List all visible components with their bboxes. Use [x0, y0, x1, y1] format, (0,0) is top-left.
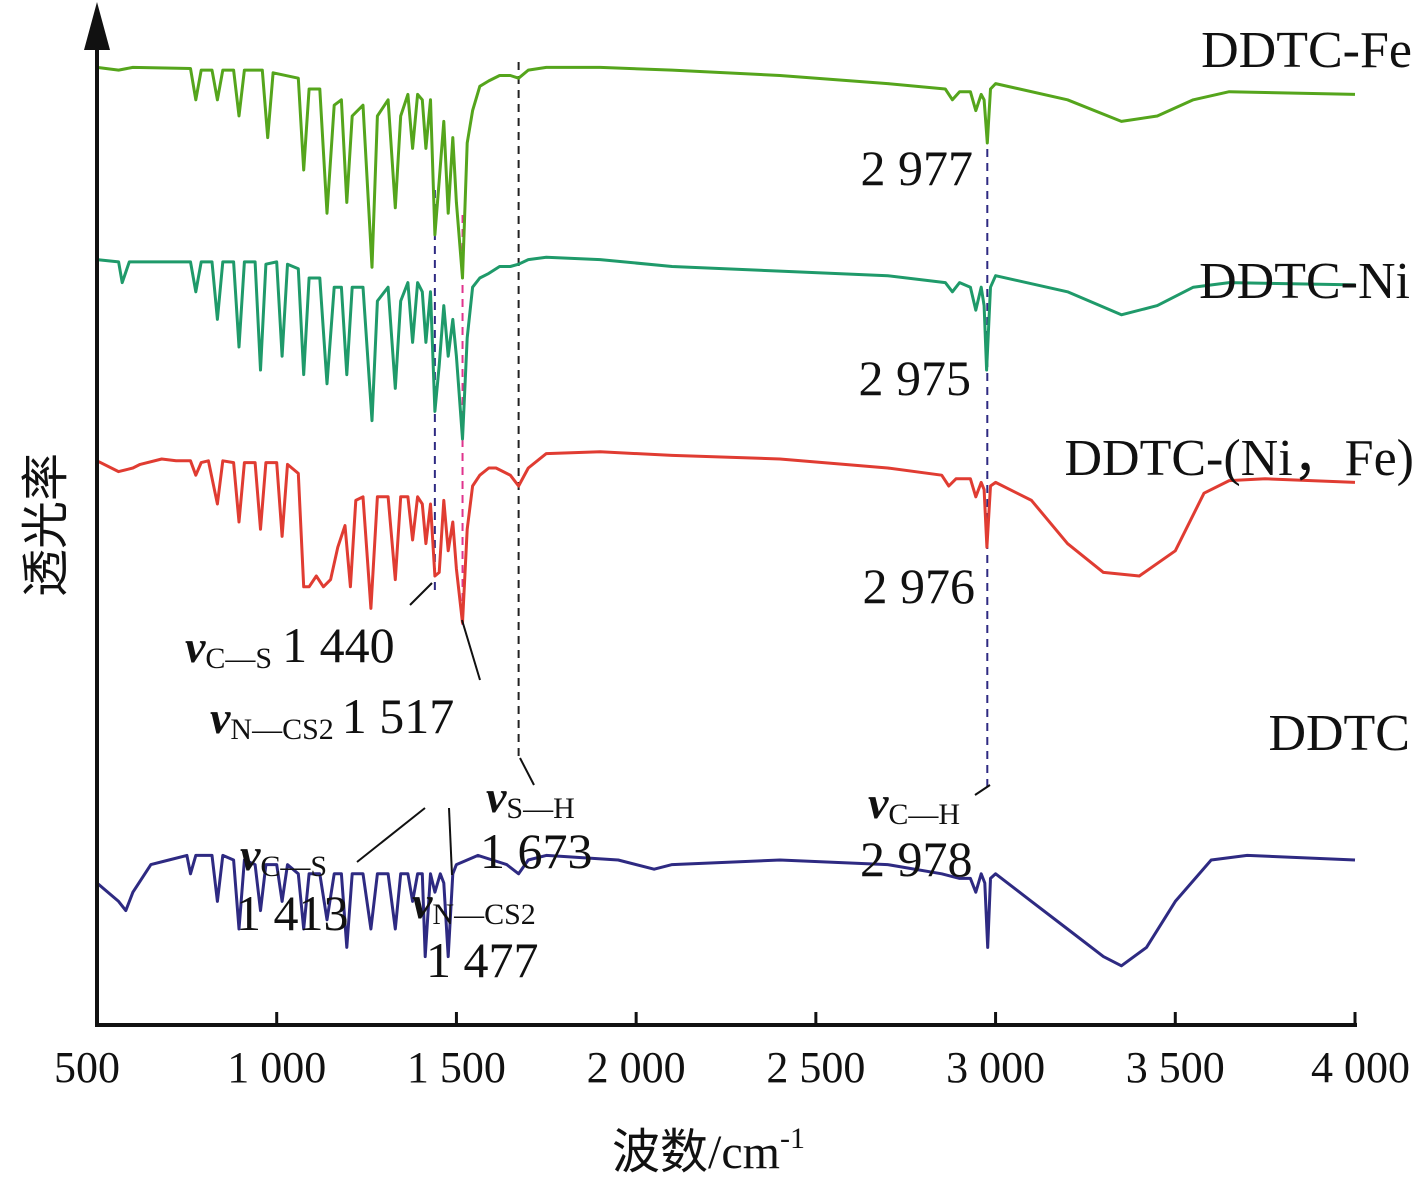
- x-tick-label-500: 500: [54, 1043, 120, 1092]
- leader-1673: [519, 757, 535, 786]
- series-line-ddtc-fe: [96, 65, 1356, 280]
- x-tick-label-1000: 1 000: [227, 1043, 326, 1092]
- vib-label-cs-1440: vC—S 1 440: [185, 617, 395, 675]
- peak-label-1413: 1 413: [236, 885, 349, 941]
- leader-1440: [409, 582, 433, 606]
- series-line-ddtc: [96, 853, 1356, 968]
- spectrum-curves: [96, 65, 1356, 968]
- vib-label-ncs2-1517: vN—CS2 1 517: [210, 688, 454, 746]
- x-tick-label-1500: 1 500: [407, 1043, 506, 1092]
- leader-1477: [448, 807, 453, 876]
- x-tick-label-2000: 2 000: [587, 1043, 686, 1092]
- series-label-ddtc-nife: DDTC-(Ni，Fe): [1064, 430, 1414, 487]
- leader-1517: [461, 619, 481, 681]
- vib-label-cs-1413: vC—S: [240, 829, 327, 883]
- vib-label-sh: vS—H: [486, 771, 575, 825]
- vib-label-ch: vC—H: [868, 777, 960, 831]
- series-label-ddtc-ni: DDTC-Ni: [1199, 253, 1410, 310]
- peak-label-2978: 2 978: [860, 831, 973, 887]
- vib-label-ncs2-1477: vN—CS2: [412, 877, 536, 931]
- x-tick-label-3000: 3 000: [946, 1043, 1045, 1092]
- peak-label-ni-2975: 2 975: [859, 350, 972, 406]
- x-tick-label-4000: 4 000: [1311, 1043, 1410, 1092]
- leader-2978: [974, 784, 991, 796]
- series-line-ddtc-ni-fe: [96, 450, 1356, 625]
- series-line-ddtc-ni: [96, 255, 1356, 441]
- x-tick-label-2500: 2 500: [766, 1043, 865, 1092]
- peak-label-1477: 1 477: [426, 932, 539, 988]
- y-axis-label: 透光率: [20, 453, 73, 597]
- leader-1413: [356, 807, 426, 863]
- peak-label-fe-2977: 2 977: [861, 140, 974, 196]
- leader-lines: [356, 582, 991, 876]
- series-label-ddtc: DDTC: [1268, 705, 1410, 762]
- x-tick-label-3500: 3 500: [1126, 1043, 1225, 1092]
- axes: [84, 2, 1357, 1027]
- peak-label-1673: 1 673: [480, 823, 593, 879]
- series-label-ddtc-fe: DDTC-Fe: [1201, 22, 1412, 79]
- x-axis-label: 波数/cm-1: [612, 1122, 805, 1179]
- y-axis-arrow: [84, 2, 110, 50]
- peak-label-nife-2976: 2 976: [863, 558, 976, 614]
- x-ticks: 500 1 000 1 500 2 000 2 500 3 000 3 500 4 000: [54, 1012, 1410, 1092]
